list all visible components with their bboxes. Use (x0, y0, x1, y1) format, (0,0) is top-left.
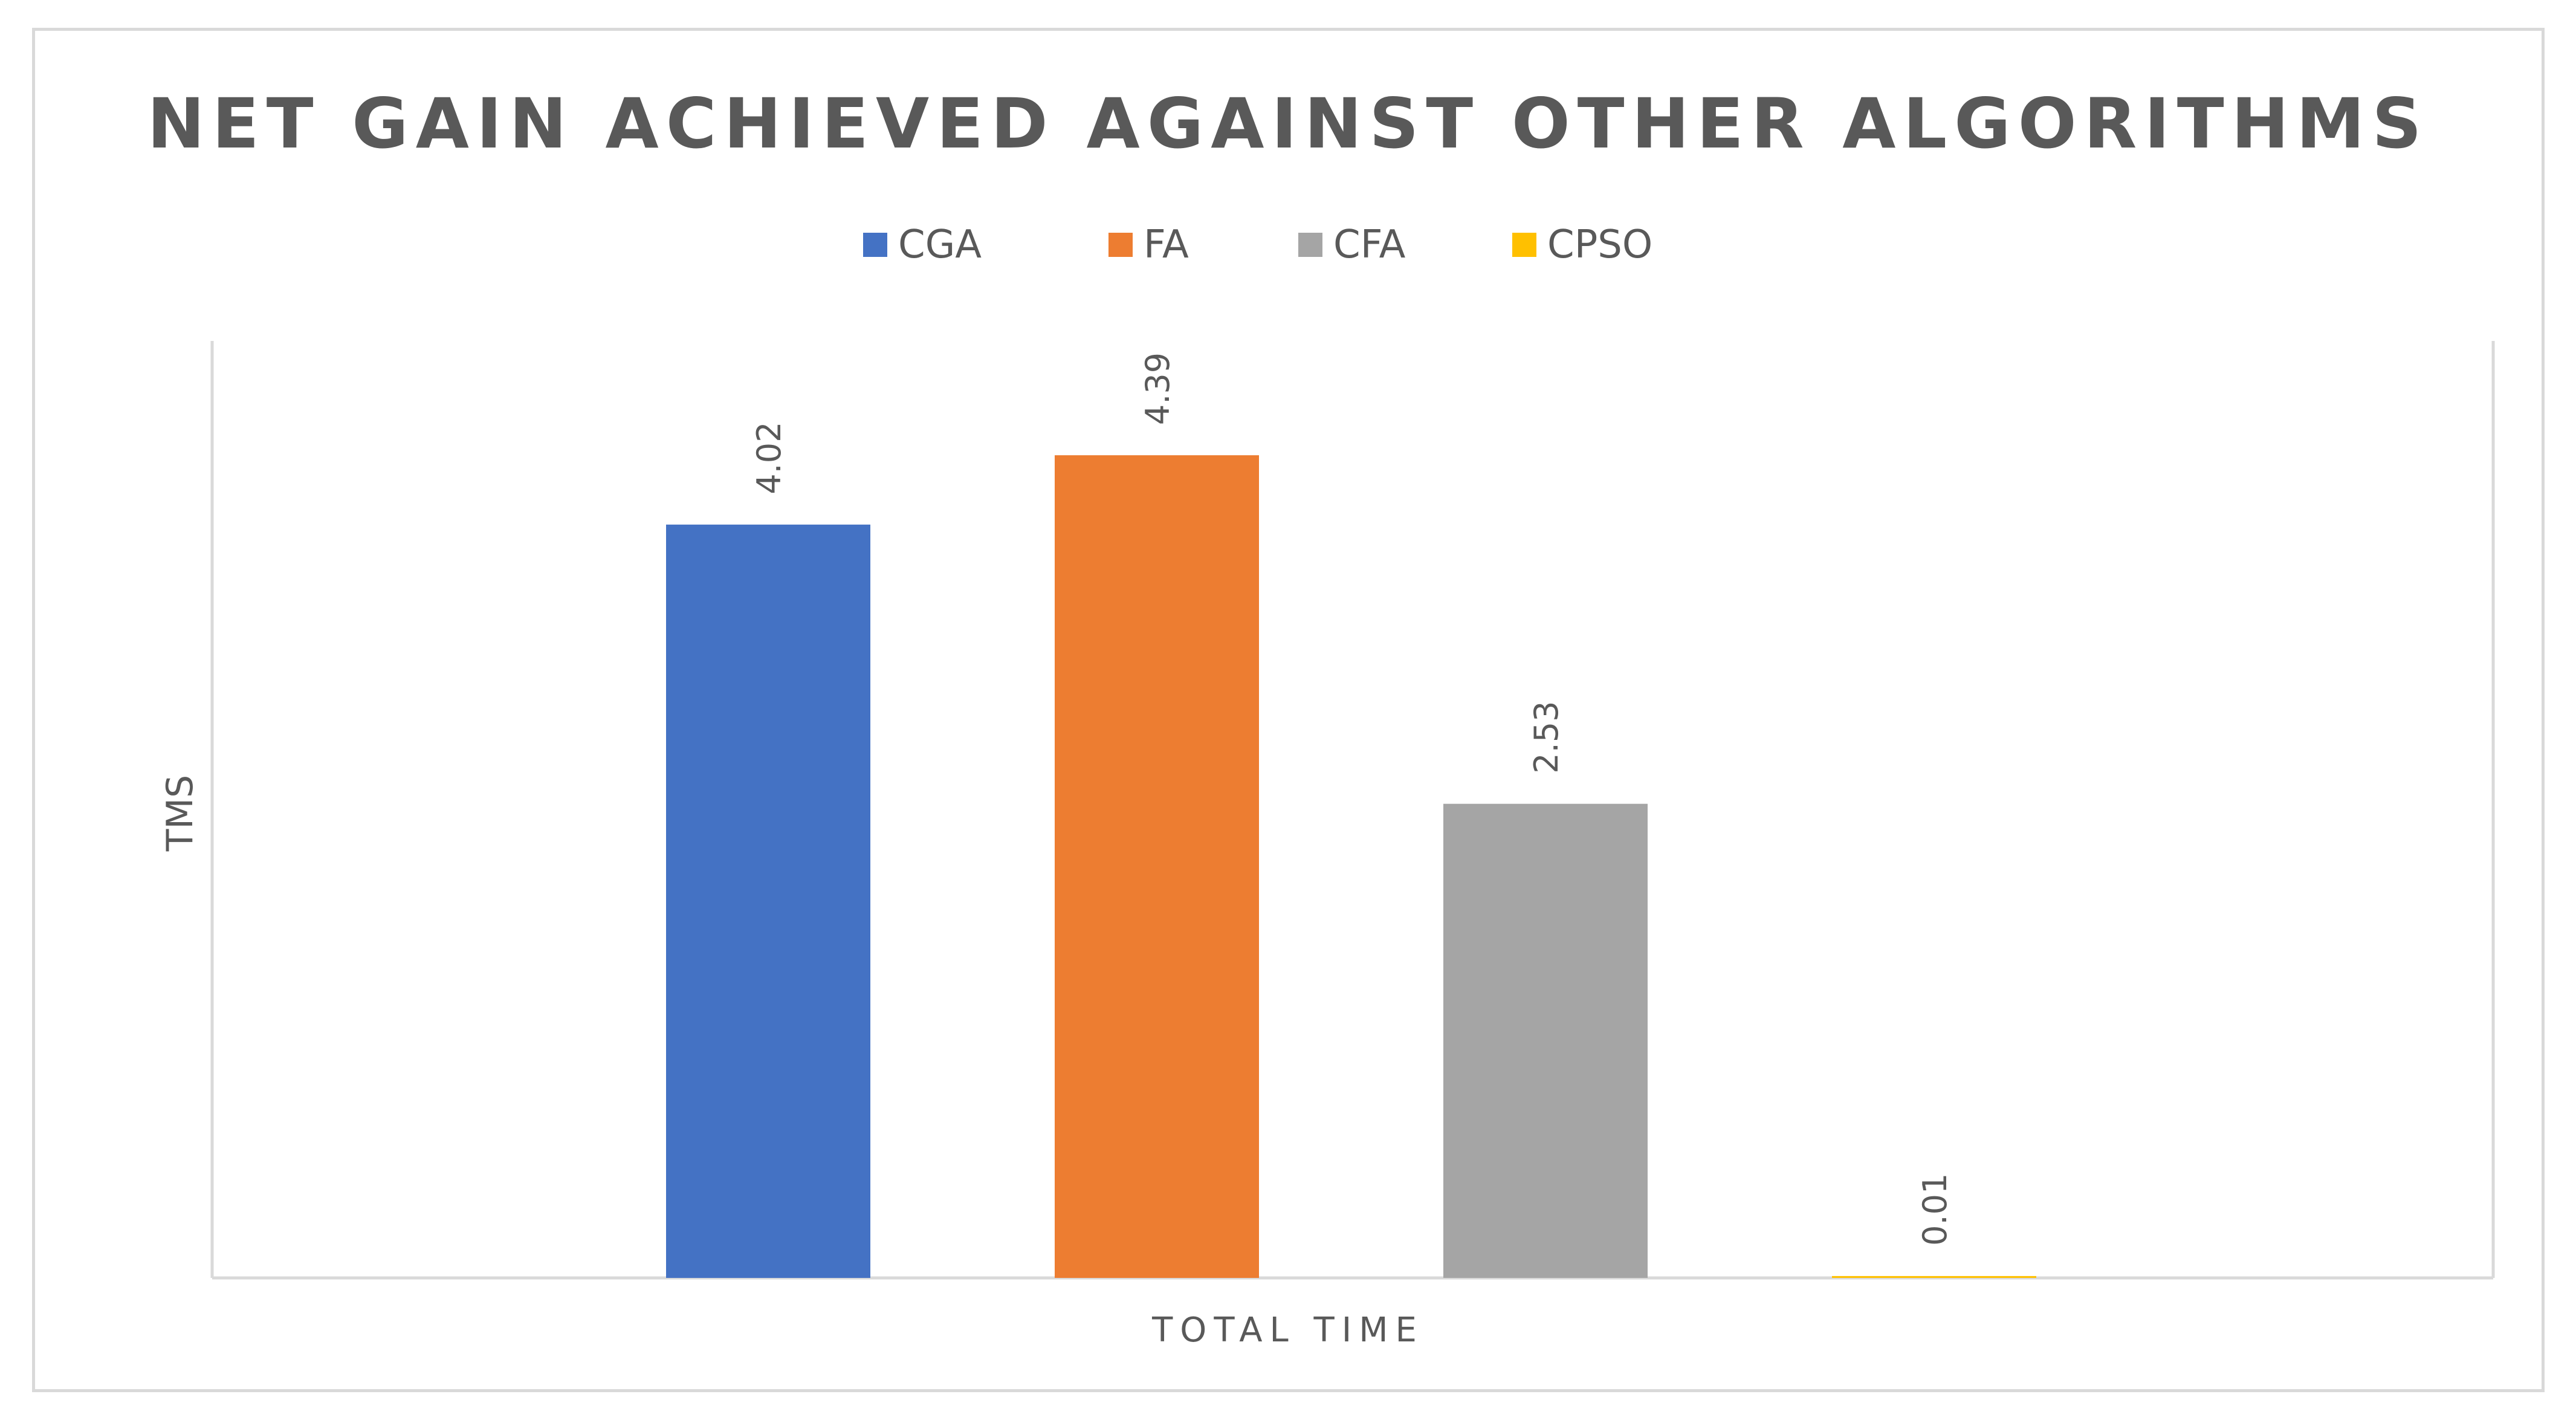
legend-swatch-fa (1108, 233, 1133, 257)
chart-title: NET GAIN ACHIEVED AGAINST OTHER ALGORITH… (147, 83, 2429, 164)
bar-cfa (1443, 803, 1648, 1278)
data-label-cga: 4.02 (750, 422, 788, 494)
legend-item-cfa: CFA (1298, 221, 1405, 269)
legend-item-cga: CGA (863, 221, 982, 269)
legend-swatch-cfa (1298, 233, 1322, 257)
bar-cpso (1832, 1276, 2036, 1278)
legend-label-cga: CGA (898, 222, 982, 267)
legend-swatch-cpso (1512, 233, 1536, 257)
legend-swatch-cga (863, 233, 887, 257)
data-label-fa: 4.39 (1139, 352, 1177, 425)
y-axis-label: TMS (159, 774, 201, 852)
bar-fa (1055, 455, 1259, 1278)
data-label-cfa: 2.53 (1527, 701, 1565, 773)
x-axis-label: TOTAL TIME (1152, 1311, 1424, 1350)
data-label-cpso: 0.01 (1916, 1173, 1954, 1246)
legend-label-cfa: CFA (1333, 222, 1406, 267)
bar-cga (666, 524, 870, 1278)
chart-frame (32, 28, 2545, 1392)
legend-item-cpso: CPSO (1512, 221, 1652, 269)
legend: CGA FA CFA CPSO (0, 221, 2576, 269)
legend-label-fa: FA (1144, 222, 1189, 267)
legend-label-cpso: CPSO (1547, 222, 1653, 267)
legend-item-fa: FA (1108, 221, 1189, 269)
